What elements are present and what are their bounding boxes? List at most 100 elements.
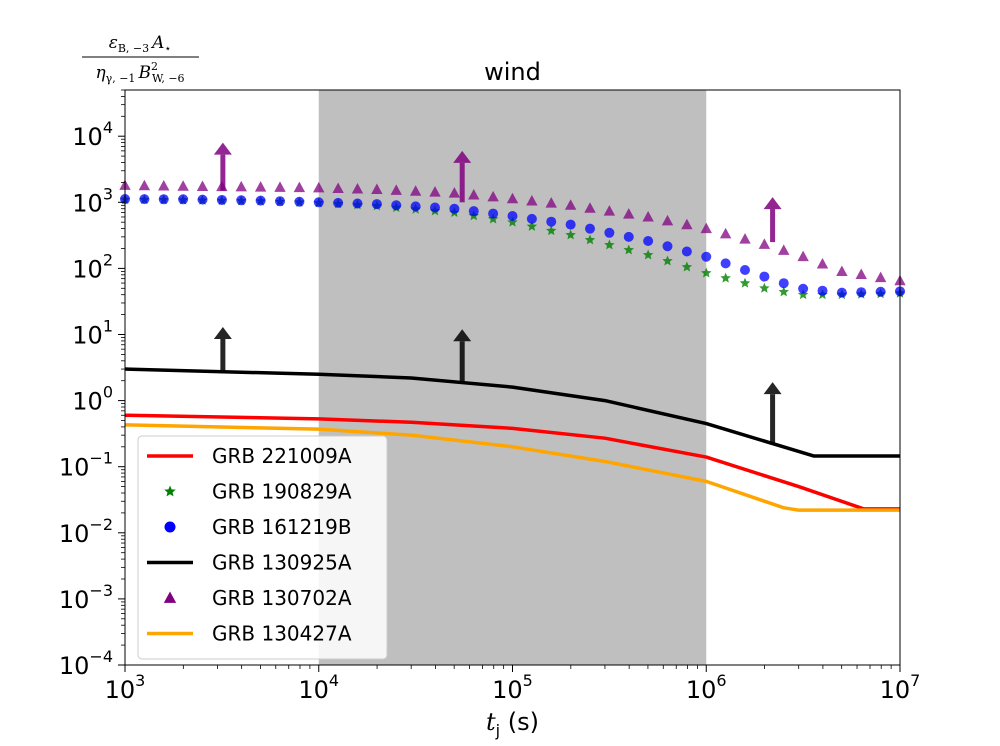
x-axis-label-var: t <box>486 708 496 736</box>
data-point <box>604 239 615 250</box>
data-point <box>603 205 616 216</box>
series-line-grb-130925a <box>124 367 900 458</box>
data-point <box>274 181 286 192</box>
data-point <box>739 233 751 244</box>
data-point <box>313 181 325 193</box>
legend-entry: GRB 161219B <box>164 515 352 539</box>
legend-label: GRB 190829A <box>212 480 352 504</box>
legend-label: GRB 130925A <box>212 551 352 575</box>
x-tick-base: 10 <box>105 676 136 704</box>
y-tick-label: 101 <box>72 317 113 350</box>
data-point <box>254 181 267 192</box>
data-point <box>701 251 712 262</box>
y-tick-exp: 3 <box>103 184 113 203</box>
x-tick-base: 10 <box>880 676 911 704</box>
y-tick-label: 104 <box>72 118 113 151</box>
ylab-b-sup: 2 <box>151 60 158 73</box>
data-point <box>700 222 712 234</box>
limit-arrow-shaft <box>770 394 776 445</box>
limit-arrow-head <box>453 329 472 342</box>
y-tick-label: 102 <box>72 250 113 283</box>
data-point <box>642 249 654 260</box>
data-point <box>740 264 750 275</box>
data-point <box>236 195 247 206</box>
limit-arrow <box>213 326 232 374</box>
ylab-b-sub: W, −6 <box>152 72 185 85</box>
ylab-eps-sub: B, −3 <box>118 42 149 55</box>
data-point <box>565 229 576 240</box>
data-point <box>255 195 266 206</box>
data-point <box>313 197 324 208</box>
ylab-eta-sub: γ, −1 <box>106 72 136 85</box>
data-point <box>817 285 828 296</box>
y-axis-label-numerator: εB, −3 A⋆ <box>109 33 172 55</box>
limit-arrow-head <box>763 197 782 210</box>
data-point <box>332 182 344 193</box>
x-tick-base: 10 <box>298 676 329 704</box>
ylab-eps: ε <box>109 33 118 53</box>
y-tick-base: 10 <box>72 189 103 217</box>
data-point <box>681 218 693 230</box>
ylab-a: A <box>150 33 164 53</box>
y-tick-label: 10−2 <box>59 515 113 548</box>
data-point <box>623 244 634 255</box>
y-tick-exp: 4 <box>103 118 113 137</box>
data-point <box>468 188 480 200</box>
y-tick-base: 10 <box>59 454 90 482</box>
data-point <box>759 282 770 293</box>
legend-marker <box>164 485 176 497</box>
data-point <box>448 187 461 198</box>
data-point <box>506 192 519 204</box>
series-grb-161219b <box>120 194 905 298</box>
data-point <box>158 179 170 191</box>
data-point <box>778 278 789 289</box>
y-axis-label-denominator: ηγ, −1 B2 W, −6 <box>95 60 184 85</box>
x-axis-label-unit: (s) <box>500 708 539 736</box>
limit-arrow-shaft <box>770 209 776 243</box>
data-point <box>526 213 537 224</box>
limit-arrow-shaft <box>220 154 226 191</box>
data-point <box>235 180 247 192</box>
tick-layer: 103 104 105 106 10710−410−310−210−1100101102… <box>59 89 920 704</box>
data-point <box>758 238 771 249</box>
data-point <box>196 180 209 191</box>
data-point <box>545 197 557 208</box>
data-point <box>293 181 306 193</box>
data-point <box>565 219 576 230</box>
data-point <box>662 255 673 266</box>
data-point <box>797 289 809 300</box>
legend-entry: GRB 221009A <box>147 444 352 468</box>
limit-arrow-shaft <box>220 338 226 374</box>
y-tick-exp: −1 <box>89 449 113 468</box>
data-point <box>507 211 518 222</box>
data-point <box>701 267 712 278</box>
limit-arrow-head <box>453 150 472 163</box>
data-point <box>875 286 886 297</box>
x-axis-label-sub: j <box>495 721 500 740</box>
data-point <box>546 225 557 236</box>
data-point <box>391 200 402 211</box>
data-point <box>333 197 344 208</box>
y-tick-base: 10 <box>72 322 103 350</box>
x-tick-exp: 3 <box>135 671 145 690</box>
y-tick-label: 10−3 <box>59 581 113 614</box>
data-point <box>275 196 285 207</box>
data-point <box>874 271 887 283</box>
data-point <box>623 208 635 219</box>
y-tick-label: 10−1 <box>59 449 113 482</box>
data-point <box>371 183 383 195</box>
x-tick-exp: 7 <box>910 671 920 690</box>
data-point <box>681 261 693 272</box>
limit-arrow <box>763 382 782 445</box>
data-point <box>177 180 189 191</box>
data-point <box>759 271 770 282</box>
limit-arrow <box>763 197 782 243</box>
data-point <box>662 241 673 252</box>
data-point <box>526 194 538 206</box>
data-point <box>604 227 615 238</box>
data-point <box>468 206 479 217</box>
legend: GRB 221009A GRB 190829A GRB 161219B GRB 130… <box>137 435 388 660</box>
x-tick-base: 10 <box>492 676 523 704</box>
data-point <box>409 185 422 196</box>
ylab-b: B <box>137 63 151 83</box>
